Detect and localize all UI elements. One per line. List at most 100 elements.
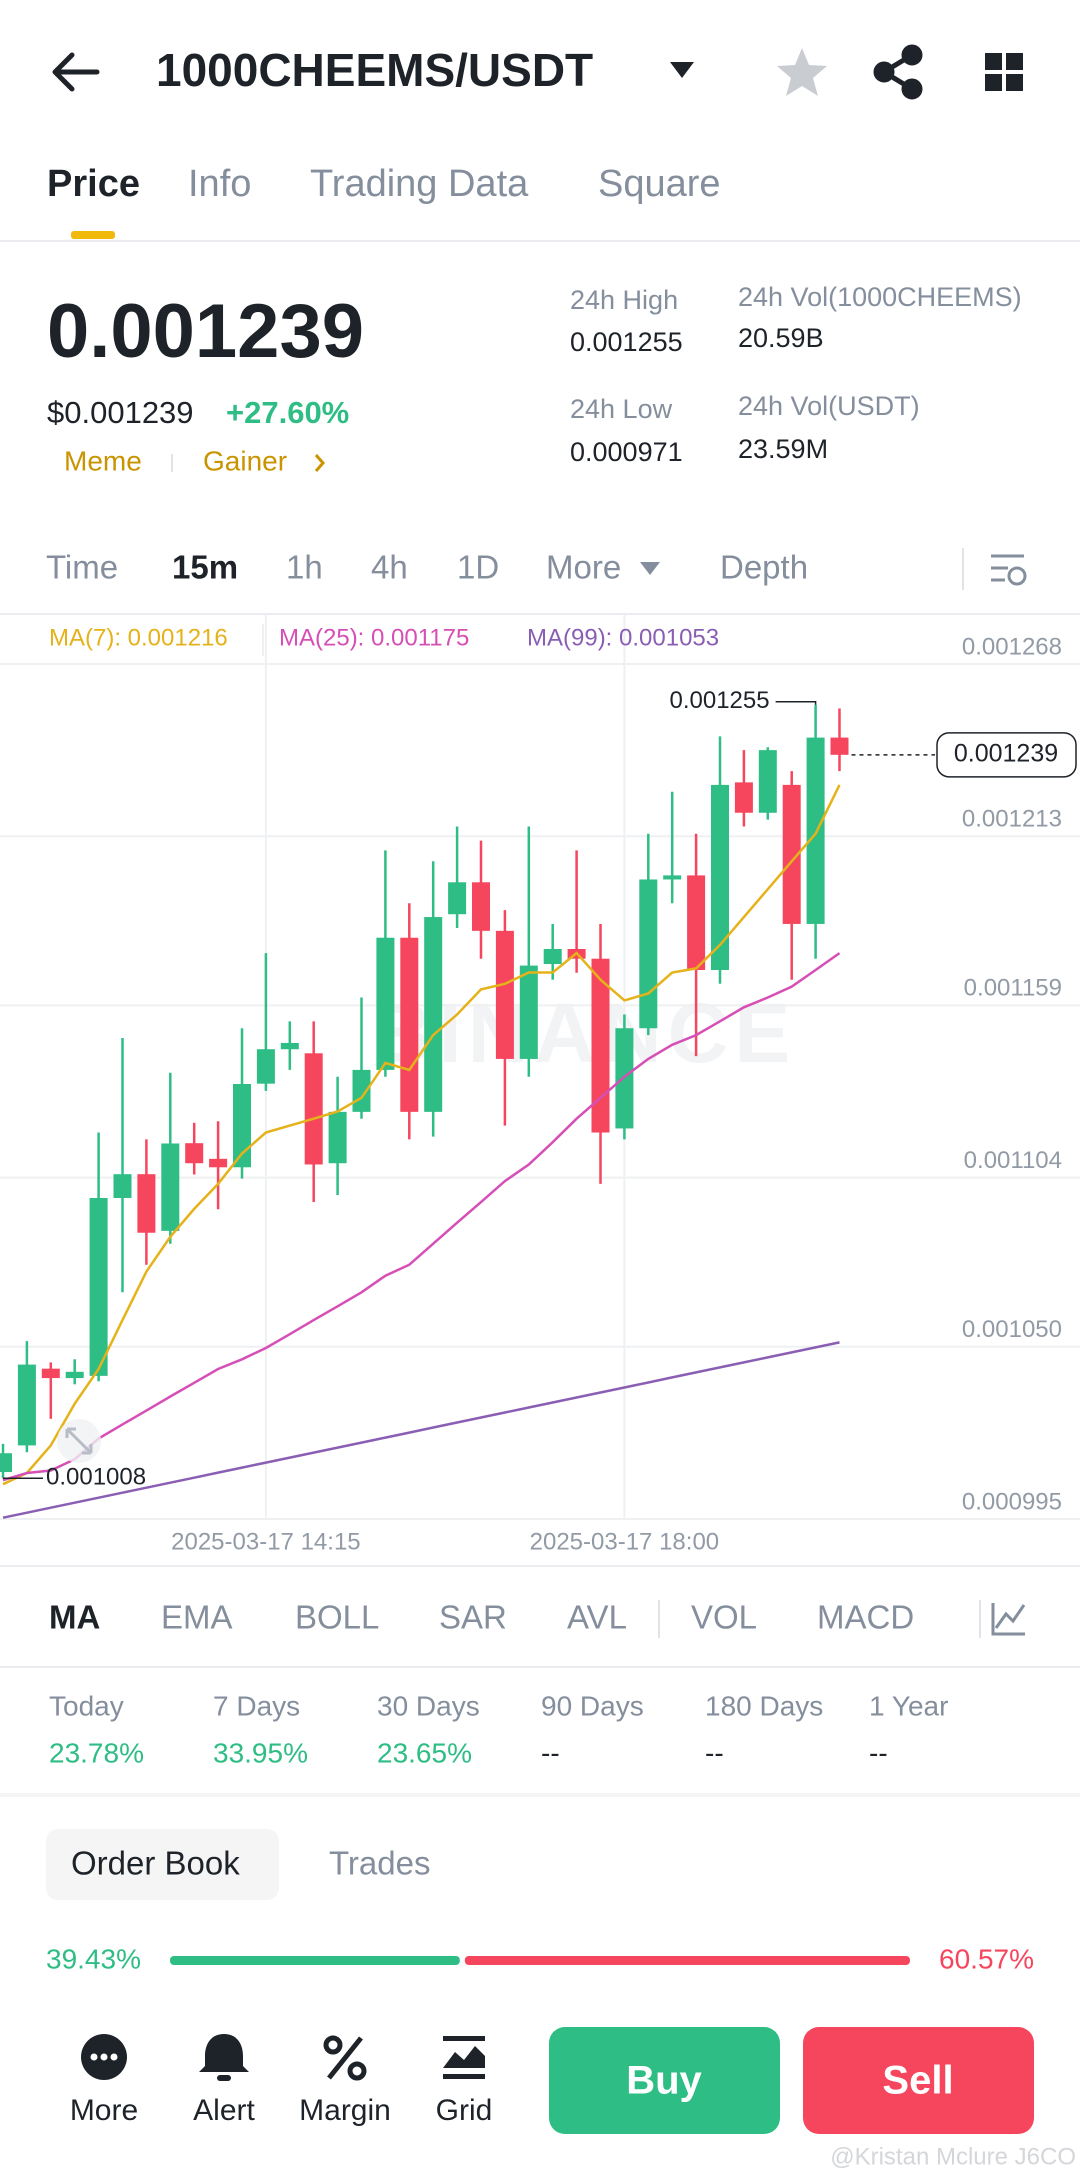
orderbook-tab[interactable]: Order Book — [71, 1845, 240, 1882]
period-label: 90 Days — [541, 1690, 644, 1721]
interval[interactable]: 1D — [457, 549, 499, 586]
period-value: 23.65% — [377, 1737, 472, 1768]
indicator-tab[interactable]: BOLL — [295, 1599, 379, 1636]
legend-entry: MA(99): 0.001053 — [527, 624, 719, 651]
period-label: 1 Year — [869, 1690, 948, 1721]
candle-body — [256, 1049, 275, 1084]
price-change: +27.60% — [226, 395, 349, 430]
sell-button[interactable] — [803, 2027, 1034, 2134]
more-caret — [640, 562, 660, 575]
legend-entry: MA(25): 0.001175 — [279, 624, 469, 651]
period-value: -- — [869, 1737, 888, 1768]
candle-body — [424, 917, 443, 1112]
candle-body — [591, 958, 610, 1133]
candle-body — [41, 1368, 60, 1379]
candle-body — [328, 1111, 347, 1164]
stat-label: 24h High — [570, 285, 678, 315]
x-tick-label: 2025-03-17 18:00 — [530, 1528, 720, 1555]
candle-body — [304, 1053, 323, 1165]
x-tick-label: 2025-03-17 14:15 — [171, 1528, 361, 1555]
period-label: 180 Days — [705, 1690, 823, 1721]
indicator-tab[interactable]: EMA — [161, 1599, 233, 1636]
candle-body — [472, 882, 490, 931]
toolbar-label[interactable]: More — [70, 2094, 138, 2127]
back-button[interactable] — [52, 52, 100, 92]
sell-ratio-bar — [464, 1956, 910, 1965]
high-marker — [775, 700, 817, 705]
y-tick-label: 0.001050 — [962, 1316, 1062, 1343]
indicator-settings-icon[interactable] — [991, 1603, 1026, 1636]
tab[interactable]: Price — [47, 163, 140, 205]
candle-body — [280, 1042, 299, 1050]
indicator-tabs: MA EMA BOLL SAR AVL VOL MACD — [49, 1599, 914, 1636]
tab[interactable]: Trading Data — [310, 163, 529, 205]
high-label: 0.001255 — [669, 687, 769, 714]
usd-price: $0.001239 — [47, 395, 194, 430]
candle-body — [113, 1174, 132, 1198]
indicator-tab[interactable]: AVL — [567, 1599, 627, 1636]
indicator-tab[interactable]: SAR — [439, 1599, 507, 1636]
period-label: 30 Days — [377, 1690, 480, 1721]
toolbar-label[interactable]: Alert — [193, 2094, 255, 2127]
y-tick-label: 0.001159 — [964, 975, 1062, 1002]
tag-arrow — [314, 454, 325, 472]
tag[interactable]: Meme — [64, 445, 142, 476]
toolbar-label[interactable]: Margin — [299, 2094, 391, 2127]
share-icon[interactable] — [873, 44, 923, 100]
candle-body — [137, 1174, 156, 1233]
indicator-tab[interactable]: MA — [49, 1599, 100, 1636]
sell-label[interactable]: Sell — [882, 2059, 953, 2103]
interval[interactable]: Time — [46, 549, 118, 586]
orderbook-tab[interactable]: Trades — [329, 1845, 430, 1882]
candle-body — [543, 949, 562, 965]
alert-icon — [199, 2034, 249, 2081]
pair-dropdown[interactable] — [670, 62, 694, 78]
tab[interactable]: Square — [598, 163, 721, 205]
legend-entry: MA(7): 0.001216 — [49, 624, 228, 651]
stat-value: 20.59B — [738, 323, 824, 353]
candle-body — [663, 875, 682, 880]
favorite-star[interactable] — [777, 48, 827, 96]
interval[interactable]: 4h — [371, 549, 408, 586]
candle-body — [448, 882, 467, 915]
stat-label: 24h Vol(1000CHEEMS) — [738, 282, 1022, 312]
candle-body — [758, 750, 777, 813]
interval[interactable]: More — [546, 549, 621, 586]
interval[interactable]: Depth — [720, 549, 808, 586]
indicator-tab[interactable]: VOL — [691, 1599, 757, 1636]
expand-arrows — [65, 1427, 93, 1455]
stat-value: 0.001255 — [570, 327, 683, 357]
pair-title[interactable]: 1000CHEEMS/USDT — [156, 44, 593, 96]
candle-body — [352, 1069, 371, 1112]
margin-icon — [323, 2035, 367, 2081]
y-tick-label: 0.000995 — [962, 1488, 1062, 1515]
y-tick-label: 0.001268 — [962, 633, 1062, 660]
tag[interactable]: Gainer — [203, 445, 287, 476]
period-value: 23.78% — [49, 1737, 144, 1768]
more-icon — [81, 2034, 127, 2080]
buy-button[interactable] — [549, 2027, 780, 2134]
interval[interactable]: 1h — [286, 549, 323, 586]
tab-pill — [46, 1829, 279, 1900]
chart-settings-icon[interactable] — [991, 554, 1027, 586]
toolbar-label[interactable]: Grid — [436, 2094, 493, 2127]
last-price-label: 0.001239 — [954, 739, 1058, 767]
buy-ratio-label: 39.43% — [46, 1943, 141, 1974]
interval[interactable]: 15m — [172, 549, 238, 586]
candle-body — [161, 1143, 180, 1231]
stat-value: 0.000971 — [570, 437, 683, 467]
candle-body — [233, 1083, 251, 1168]
sell-ratio-label: 60.57% — [939, 1943, 1034, 1974]
buy-label[interactable]: Buy — [626, 2059, 702, 2103]
grid-icon — [443, 2036, 485, 2079]
tab[interactable]: Info — [188, 163, 251, 205]
indicator-tab[interactable]: MACD — [817, 1599, 914, 1636]
candle-body — [17, 1364, 36, 1446]
candle-body — [734, 782, 753, 813]
period-label: Today — [49, 1690, 124, 1721]
layout-icon[interactable] — [985, 53, 1023, 91]
ma-line — [2, 784, 841, 1486]
section-gap — [0, 1793, 1080, 1797]
y-tick-label: 0.001213 — [962, 806, 1062, 833]
